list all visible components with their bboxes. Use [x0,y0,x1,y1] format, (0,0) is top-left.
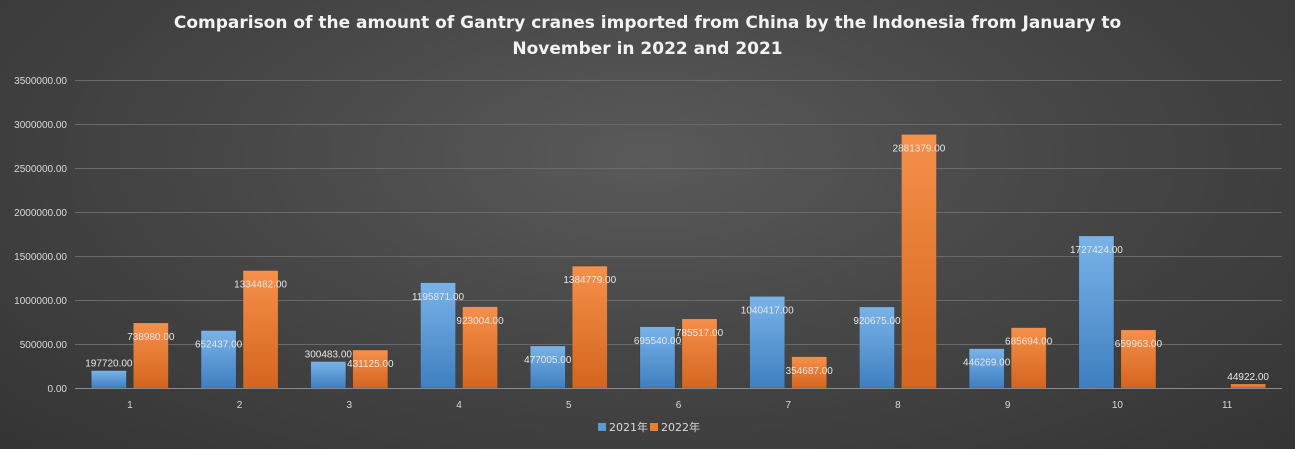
x-tick-label-7: 7 [785,400,791,411]
data-label-series-2-cat-3: 431125.00 [347,359,394,370]
data-label-series-1-cat-9: 446269.00 [963,358,1011,369]
data-label-series-1-cat-1: 197720.00 [85,359,133,370]
data-label-series-2-cat-11: 44922.00 [1227,372,1269,383]
data-label-series-2-cat-9: 685694.00 [1005,337,1053,348]
bar-series-1-cat-9 [968,348,1005,389]
data-label-series-1-cat-2: 652437.00 [195,340,243,351]
legend-swatch-2 [650,423,658,431]
bar-series-2-cat-7 [791,356,827,389]
data-label-series-1-cat-6: 695540.00 [634,336,682,347]
bar-series-2-cat-1 [133,322,169,389]
bar-series-1-cat-5 [530,345,566,389]
bar-series-2-cat-3 [352,349,389,389]
y-tick-label-1: 500000.00 [20,340,68,351]
data-label-series-1-cat-8: 920675.00 [853,316,901,327]
chart-title: Comparison of the amount of Gantry crane… [0,10,1295,62]
bar-series-1-cat-1 [91,370,127,389]
data-label-series-2-cat-4: 923004.00 [456,316,504,327]
bar-series-2-cat-9 [1010,327,1047,389]
data-label-series-2-cat-10: 659963.00 [1115,339,1163,350]
x-tick-label-4: 4 [456,400,462,411]
y-tick-label-7: 3500000.00 [14,76,67,87]
x-tick-label-11: 11 [1222,400,1233,411]
bar-series-2-cat-11 [1230,383,1266,389]
data-label-series-1-cat-4: 1195871.00 [412,292,465,303]
bar-series-1-cat-7 [749,296,785,389]
chart-title-line-1: Comparison of the amount of Gantry crane… [173,13,1122,33]
bars [91,134,1266,389]
y-tick-label-0: 0.00 [48,384,68,395]
x-tick-label-3: 3 [347,400,353,411]
data-label-series-2-cat-7: 354687.00 [786,366,834,377]
data-label-series-2-cat-6: 785517.00 [676,328,724,339]
bar-series-1-cat-2 [200,330,237,389]
data-label-series-1-cat-5: 477005.00 [524,355,572,366]
bar-series-1-cat-3 [310,361,347,389]
x-tick-label-5: 5 [566,400,572,411]
bar-series-2-cat-8 [901,134,937,389]
data-label-series-2-cat-2: 1334482.00 [234,280,287,291]
chart-title-line-2: November in 2022 and 2021 [512,39,783,59]
data-labels: 197720.00 738980.00 652437.00 1334482.00 300… [85,143,1269,383]
y-tick-label-2: 1000000.00 [14,296,67,307]
x-tick-label-9: 9 [1005,400,1011,411]
data-label-series-2-cat-5: 1384779.00 [563,275,616,286]
bar-series-1-cat-10 [1078,235,1115,389]
x-tick-label-2: 2 [237,400,243,411]
y-tick-label-4: 2000000.00 [14,208,67,219]
data-label-series-1-cat-7: 1040417.00 [741,305,794,316]
bar-series-1-cat-4 [420,282,456,389]
data-label-series-1-cat-3: 300483.00 [305,350,353,361]
legend-label-1: 2021年 [609,420,648,434]
data-label-series-1-cat-10: 1727424.00 [1070,245,1123,256]
bar-series-2-cat-10 [1120,329,1157,389]
legend-swatch-1 [598,423,606,431]
bar-series-2-cat-6 [681,318,718,389]
bar-series-2-cat-2 [242,270,279,389]
x-tick-label-8: 8 [895,400,901,411]
x-tick-label-1: 1 [127,400,133,411]
x-tick-label-6: 6 [676,400,682,411]
legend: 2021年 2022年 [598,420,700,434]
bar-series-2-cat-4 [462,306,498,389]
y-tick-label-3: 1500000.00 [14,252,67,263]
y-tick-label-5: 2500000.00 [14,164,67,175]
legend-label-2: 2022年 [661,420,700,434]
bar-series-1-cat-8 [859,306,895,389]
bar-series-2-cat-5 [572,265,608,389]
y-tick-label-6: 3000000.00 [14,120,67,131]
data-label-series-2-cat-8: 2881379.00 [893,143,946,154]
data-label-series-2-cat-1: 738980.00 [127,332,175,343]
x-tick-label-10: 10 [1112,400,1124,411]
axes: 0.00 500000.00 1000000.00 1500000.00 2000000… [14,76,1282,411]
